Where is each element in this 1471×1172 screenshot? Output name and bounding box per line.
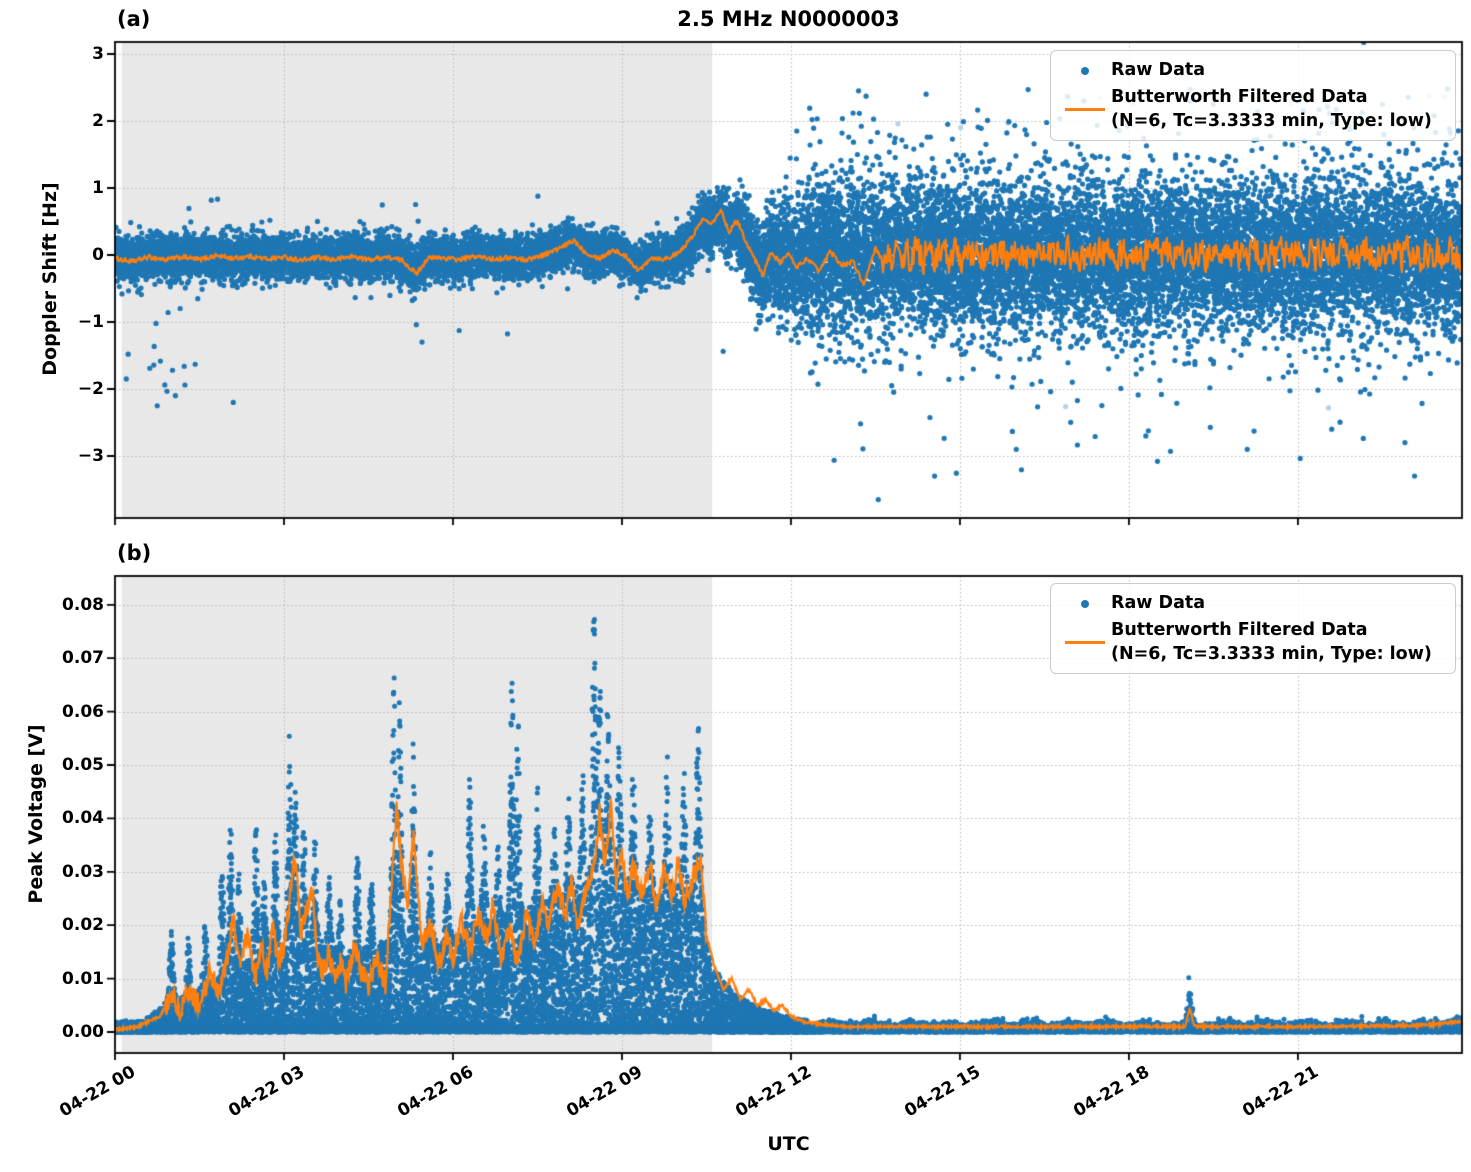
legend-entry-filtered: Butterworth Filtered Data (N=6, Tc=3.333… [1059, 618, 1445, 666]
y-tick-label: 0.00 [62, 1022, 104, 1042]
legend-entry-raw: Raw Data [1059, 591, 1445, 616]
x-axis-label: UTC [767, 1133, 810, 1155]
legend-raw-label: Raw Data [1111, 60, 1206, 80]
y-tick-label: −1 [77, 312, 104, 332]
y-tick-label: 3 [92, 44, 104, 64]
raw-data-dot-marker [1081, 599, 1089, 608]
y-tick-label: 0.01 [62, 968, 104, 989]
legend-filtered-params: (N=6, Tc=3.3333 min, Type: low) [1111, 111, 1432, 131]
legend-filtered-label: Butterworth Filtered Data [1111, 620, 1368, 640]
y-tick-label: −2 [77, 379, 104, 399]
legend-a: Raw Data Butterworth Filtered Data (N=6,… [1050, 50, 1456, 141]
y-tick-label: 1 [92, 178, 104, 198]
panel-a-tag: (a) [117, 7, 151, 31]
y-tick-label: 0.05 [62, 755, 104, 775]
y-tick-label: −3 [77, 446, 104, 466]
y-tick-label: 0.08 [62, 594, 104, 615]
y-tick-label: 0.07 [62, 648, 104, 669]
y-tick-label: 0.02 [62, 915, 104, 936]
chart-title: 2.5 MHz N0000003 [677, 7, 900, 31]
legend-b: Raw Data Butterworth Filtered Data (N=6,… [1050, 583, 1456, 674]
raw-data-dot-marker [1081, 66, 1089, 75]
y-tick-label: 0 [92, 245, 104, 265]
y-tick-label: 0.03 [62, 861, 104, 882]
legend-raw-label: Raw Data [1111, 593, 1206, 613]
legend-entry-filtered: Butterworth Filtered Data (N=6, Tc=3.333… [1059, 85, 1445, 133]
filtered-line-marker [1065, 107, 1105, 111]
legend-filtered-params: (N=6, Tc=3.3333 min, Type: low) [1111, 644, 1432, 664]
y-axis-label-a: Doppler Shift [Hz] [39, 182, 61, 376]
panel-b-tag: (b) [117, 541, 152, 565]
filtered-line-marker [1065, 640, 1105, 644]
y-tick-label: 2 [92, 111, 104, 131]
legend-filtered-label: Butterworth Filtered Data [1111, 87, 1368, 107]
legend-entry-raw: Raw Data [1059, 58, 1445, 83]
y-tick-label: 0.06 [62, 701, 104, 722]
y-tick-label: 0.04 [62, 808, 104, 829]
